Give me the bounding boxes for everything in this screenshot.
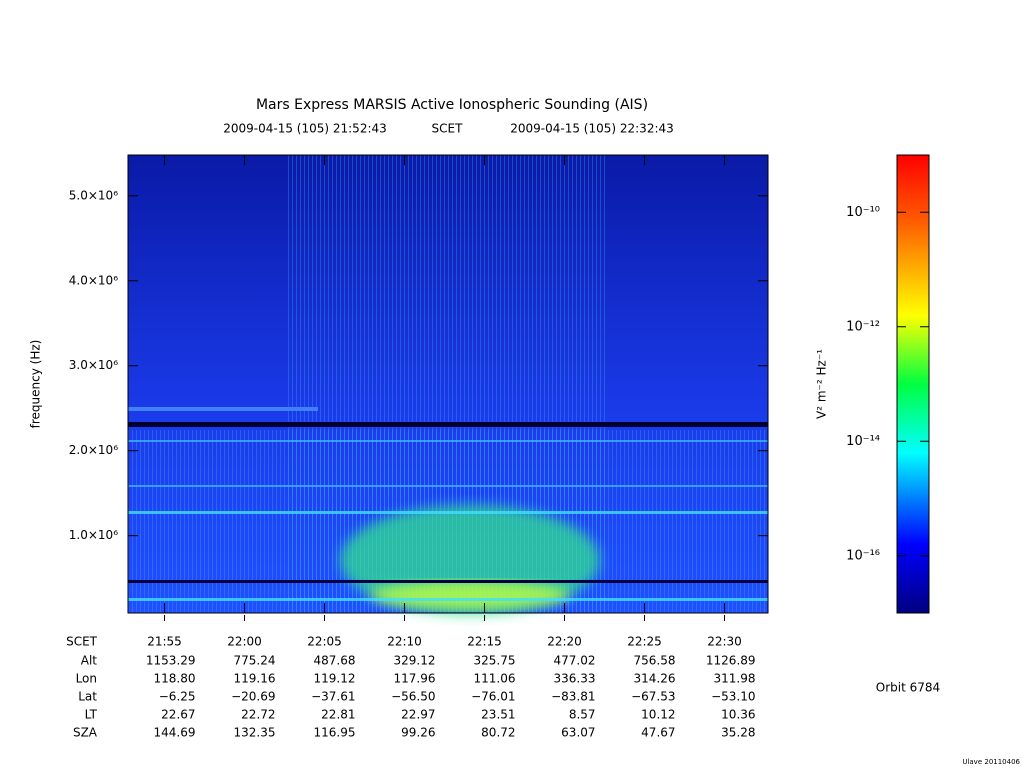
- table-value: 22.72: [241, 708, 275, 722]
- row-label: Alt: [81, 654, 98, 668]
- spectrogram: [127, 154, 769, 615]
- x-tick-label: 22:05: [307, 635, 342, 649]
- table-value: 10.36: [721, 708, 755, 722]
- table-value: 23.51: [481, 708, 515, 722]
- table-value: 22.97: [401, 708, 435, 722]
- table-value: −56.50: [391, 690, 435, 704]
- colorbar-tick-label: 10⁻¹⁶: [846, 548, 880, 563]
- spectrogram-feature: [128, 407, 318, 411]
- y-tick-label: 5.0×10⁶: [69, 188, 118, 202]
- colorbar-tick-label: 10⁻¹⁰: [846, 205, 880, 220]
- table-value: 487.68: [314, 654, 356, 668]
- row-label: SZA: [73, 726, 98, 740]
- table-value: −53.10: [711, 690, 755, 704]
- table-value: −76.01: [471, 690, 515, 704]
- spectrogram-feature: [128, 485, 768, 487]
- x-tick-label: 22:10: [387, 635, 422, 649]
- table-value: 117.96: [394, 672, 436, 686]
- y-tick-label: 2.0×10⁶: [69, 443, 118, 457]
- table-value: 144.69: [154, 726, 196, 740]
- table-value: 1126.89: [706, 654, 756, 668]
- table-value: 111.06: [474, 672, 516, 686]
- table-value: 119.16: [234, 672, 276, 686]
- table-value: 116.95: [314, 726, 356, 740]
- plot-frame: [127, 154, 769, 614]
- table-value: 314.26: [634, 672, 676, 686]
- y-tick-label: 4.0×10⁶: [69, 273, 118, 287]
- y-axis-label: frequency (Hz): [29, 340, 43, 429]
- colorbar-tick-label: 10⁻¹²: [846, 319, 880, 334]
- x-tick-label: 22:00: [227, 635, 262, 649]
- orbit: Orbit 6784: [876, 681, 940, 695]
- table-value: 118.80: [154, 672, 196, 686]
- table-value: −6.25: [159, 690, 196, 704]
- table-value: 63.07: [561, 726, 595, 740]
- y-tick-label: 3.0×10⁶: [69, 358, 118, 372]
- table-value: 10.12: [641, 708, 675, 722]
- spectrogram-feature: [128, 598, 768, 601]
- table-value: −37.61: [311, 690, 355, 704]
- table-value: 119.12: [314, 672, 356, 686]
- row-label: SCET: [66, 635, 98, 649]
- table-value: 47.67: [641, 726, 675, 740]
- x-tick-label: 22:15: [467, 635, 502, 649]
- colorbar: [896, 154, 930, 614]
- time-label: SCET: [432, 122, 464, 136]
- start-time: 2009-04-15 (105) 21:52:43: [223, 122, 387, 136]
- x-tick-label: 22:20: [547, 635, 582, 649]
- table-value: 775.24: [234, 654, 276, 668]
- colorbar-tick-label: 10⁻¹⁴: [846, 434, 880, 449]
- table-value: 756.58: [634, 654, 676, 668]
- spectrogram-feature: [128, 440, 768, 442]
- row-label: Lat: [78, 690, 97, 704]
- row-label: LT: [85, 708, 98, 722]
- table-value: 8.57: [569, 708, 596, 722]
- table-value: 80.72: [481, 726, 515, 740]
- table-value: 311.98: [714, 672, 756, 686]
- table-value: 22.67: [161, 708, 195, 722]
- table-value: 336.33: [554, 672, 596, 686]
- table-value: −67.53: [631, 690, 675, 704]
- table-value: 1153.29: [146, 654, 196, 668]
- table-value: 132.35: [234, 726, 276, 740]
- table-value: −83.81: [551, 690, 595, 704]
- table-value: 22.81: [321, 708, 355, 722]
- table-value: 325.75: [474, 654, 516, 668]
- footer: Ulave 20110406: [962, 758, 1020, 766]
- table-value: 99.26: [401, 726, 435, 740]
- spectrogram-feature: [128, 511, 768, 514]
- table-value: 35.28: [721, 726, 755, 740]
- spectrogram-feature: [128, 580, 768, 583]
- x-tick-label: 21:55: [147, 635, 182, 649]
- table-value: −20.69: [231, 690, 275, 704]
- spectrogram-feature: [370, 581, 570, 609]
- end-time: 2009-04-15 (105) 22:32:43: [510, 122, 674, 136]
- colorbar-label: V² m⁻² Hz⁻¹: [815, 349, 829, 419]
- row-label: Lon: [76, 672, 97, 686]
- table-value: 329.12: [394, 654, 436, 668]
- table-value: 477.02: [554, 654, 596, 668]
- chart-title: Mars Express MARSIS Active Ionospheric S…: [256, 97, 648, 113]
- spectrogram-feature: [128, 422, 768, 427]
- y-tick-label: 1.0×10⁶: [69, 528, 118, 542]
- x-tick-label: 22:25: [627, 635, 662, 649]
- x-tick-label: 22:30: [707, 635, 742, 649]
